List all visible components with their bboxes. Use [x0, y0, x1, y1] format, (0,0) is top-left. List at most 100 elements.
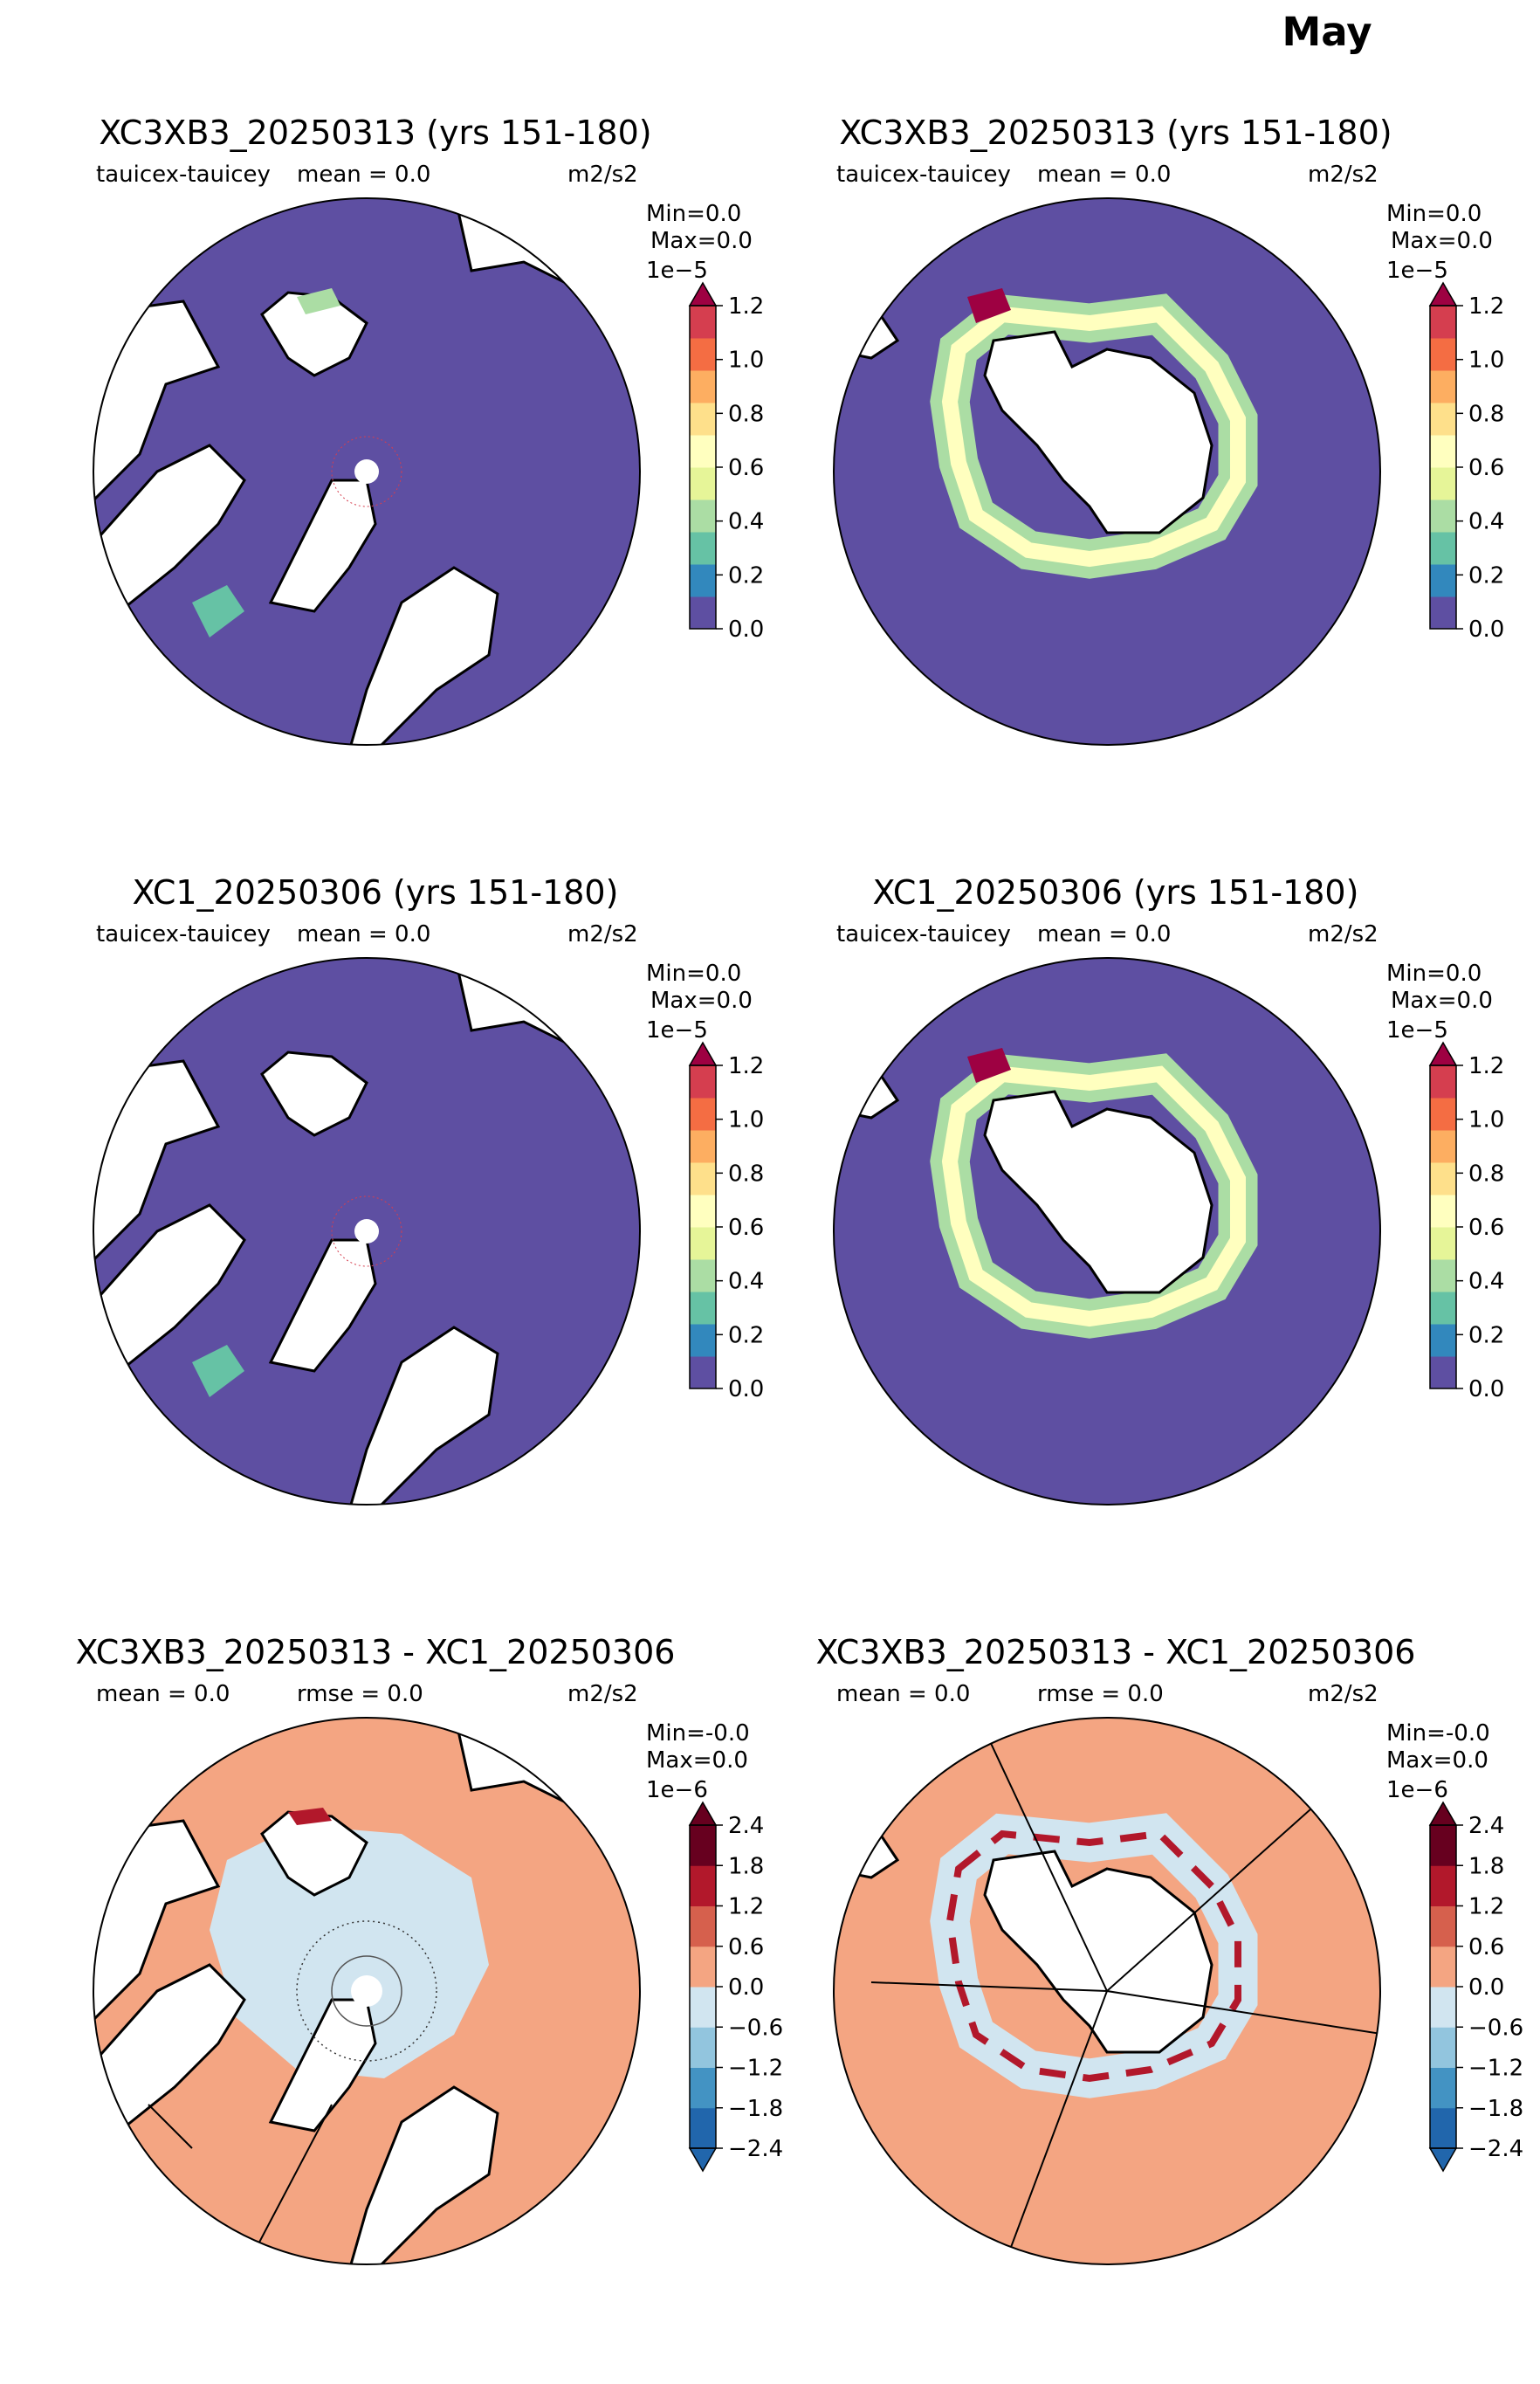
- colorbar-tick-label: 0.4: [1468, 1269, 1504, 1295]
- max-label: Max=0.0: [650, 228, 753, 254]
- colorbar-band: [690, 1905, 716, 1947]
- colorbar-band: [1430, 1825, 1456, 1866]
- colorbar-band: [690, 467, 716, 500]
- ice-stress-peak: [967, 1048, 1011, 1083]
- colorbar-tick-label: 0.8: [728, 1161, 764, 1187]
- colorbar-tick-label: 1.8: [728, 1853, 764, 1879]
- colorbar-extend-max: [1428, 1041, 1458, 1066]
- mean-label: mean = 0.0: [836, 1681, 971, 1707]
- colorbar-exponent: 1e−5: [1386, 1017, 1448, 1044]
- panel-title: XC1_20250306 (yrs 151-180): [872, 873, 1359, 912]
- panel-antarctic-difference: XC3XB3_20250313 - XC1_20250306 mean = 0.…: [740, 1633, 1523, 2384]
- positive-difference-peak: [288, 1808, 332, 1825]
- panel-title: XC3XB3_20250313 (yrs 151-180): [99, 114, 652, 152]
- land-antarctica: [983, 1090, 1213, 1294]
- colorbar-exponent: 1e−5: [1386, 258, 1448, 284]
- map-boundary: [833, 197, 1381, 746]
- land-greenland: [268, 1998, 377, 2133]
- map-boundary: [93, 197, 641, 746]
- colorbar-band: [1430, 370, 1456, 403]
- colorbar-extend-max: [1428, 281, 1458, 307]
- colorbar-band: [690, 596, 716, 630]
- arctic-map: [93, 197, 641, 746]
- colorbar-tick-label: 0.6: [728, 1934, 764, 1960]
- colorbar-band: [1430, 500, 1456, 533]
- colorbar-tick-label: −0.6: [1468, 2015, 1523, 2041]
- ice-stress-peak: [967, 288, 1011, 323]
- colorbar-tick-label: 0.6: [1468, 455, 1504, 481]
- colorbar-tick-label: −1.2: [728, 2056, 783, 2082]
- sea-ice-stress-core: [941, 1065, 1246, 1327]
- colorbar: 0.0 0.2 0.4 0.6 0.8 1.0 1.2: [688, 1041, 764, 1402]
- colorbar-tick-label: −2.4: [1468, 2136, 1523, 2162]
- colorbar-tick-label: 1.2: [728, 1894, 764, 1920]
- colorbar-tick-label: 0.6: [1468, 1934, 1504, 1960]
- panel-arctic-model-a: XC3XB3_20250313 (yrs 151-180) tauicex-ta…: [0, 114, 764, 865]
- colorbar-exponent: 1e−6: [646, 1777, 708, 1803]
- colorbar-tick-label: 0.6: [728, 455, 764, 481]
- colorbar-tick-label: −1.8: [728, 2096, 783, 2122]
- colorbar-band: [1430, 1259, 1456, 1292]
- pole-hole: [354, 1219, 379, 1244]
- colorbar-band: [1430, 1292, 1456, 1325]
- stress-vector: [1001, 1990, 1108, 2264]
- colorbar-tick-label: 0.2: [728, 562, 764, 589]
- colorbar-tick-label: 1.2: [1468, 293, 1504, 320]
- figure-title: May: [1282, 9, 1372, 55]
- colorbar-band: [690, 1098, 716, 1131]
- colorbar-band: [1430, 467, 1456, 500]
- colorbar-band: [690, 532, 716, 565]
- variable-label: tauicex-tauicey: [96, 921, 271, 947]
- colorbar-band: [690, 1227, 716, 1260]
- colorbar-band: [690, 1987, 716, 2028]
- latitude-circle: [296, 1920, 437, 2062]
- ice-stress-band: [192, 585, 244, 637]
- colorbar-band: [1430, 532, 1456, 565]
- max-label: Max=0.0: [1391, 228, 1493, 254]
- units-label: m2/s2: [1308, 1681, 1378, 1707]
- map-boundary: [93, 957, 641, 1506]
- max-label: Max=0.0: [646, 1747, 748, 1774]
- colorbar-band: [690, 1162, 716, 1195]
- panel-arctic-difference: XC3XB3_20250313 - XC1_20250306 mean = 0.…: [0, 1633, 783, 2384]
- colorbar-band: [690, 2107, 716, 2149]
- min-label: Min=0.0: [1386, 961, 1482, 987]
- colorbar: 0.0 0.2 0.4 0.6 0.8 1.0 1.2: [1428, 281, 1504, 643]
- land-antarctica: [983, 1850, 1213, 2054]
- colorbar-band: [690, 435, 716, 468]
- colorbar-band: [690, 338, 716, 371]
- colorbar-band: [1430, 1098, 1456, 1131]
- colorbar-band: [1430, 338, 1456, 371]
- colorbar-tick-label: 0.4: [728, 509, 764, 535]
- colorbar-tick-label: −1.8: [1468, 2096, 1523, 2122]
- colorbar-band: [1430, 1946, 1456, 1988]
- panel-antarctic-model-a: XC3XB3_20250313 (yrs 151-180) tauicex-ta…: [740, 114, 1504, 865]
- colorbar-tick-label: 0.0: [1468, 1974, 1504, 2001]
- colorbar-tick-label: 0.0: [1468, 617, 1504, 643]
- max-label: Max=0.0: [650, 988, 753, 1014]
- colorbar-tick-label: 0.4: [1468, 509, 1504, 535]
- mean-label: mean = 0.0: [1037, 162, 1172, 188]
- colorbar-band: [690, 1946, 716, 1988]
- variable-label: tauicex-tauicey: [96, 162, 271, 188]
- colorbar-tick-label: −2.4: [728, 2136, 783, 2162]
- ice-stress-band: [297, 288, 340, 314]
- colorbar-band: [690, 1130, 716, 1163]
- colorbar-tick-label: −1.2: [1468, 2056, 1523, 2082]
- colorbar-exponent: 1e−6: [1386, 1777, 1448, 1803]
- stress-vector: [975, 1718, 1108, 1992]
- colorbar-tick-label: 1.0: [728, 1107, 764, 1133]
- colorbar-band: [1430, 1324, 1456, 1357]
- colorbar-extend-max: [688, 1041, 718, 1066]
- colorbar-tick-label: 1.0: [1468, 348, 1504, 374]
- colorbar-tick-label: 0.0: [1468, 1376, 1504, 1402]
- colorbar-tick-label: −0.6: [728, 2015, 783, 2041]
- units-label: m2/s2: [1308, 921, 1378, 947]
- pole-hole: [354, 459, 379, 484]
- min-label: Min=0.0: [646, 961, 742, 987]
- pole-hole: [351, 1975, 382, 2007]
- colorbar-band: [1430, 306, 1456, 339]
- colorbar-band: [1430, 1865, 1456, 1906]
- antarctic-map: [833, 197, 1381, 746]
- panel-title: XC1_20250306 (yrs 151-180): [132, 873, 619, 912]
